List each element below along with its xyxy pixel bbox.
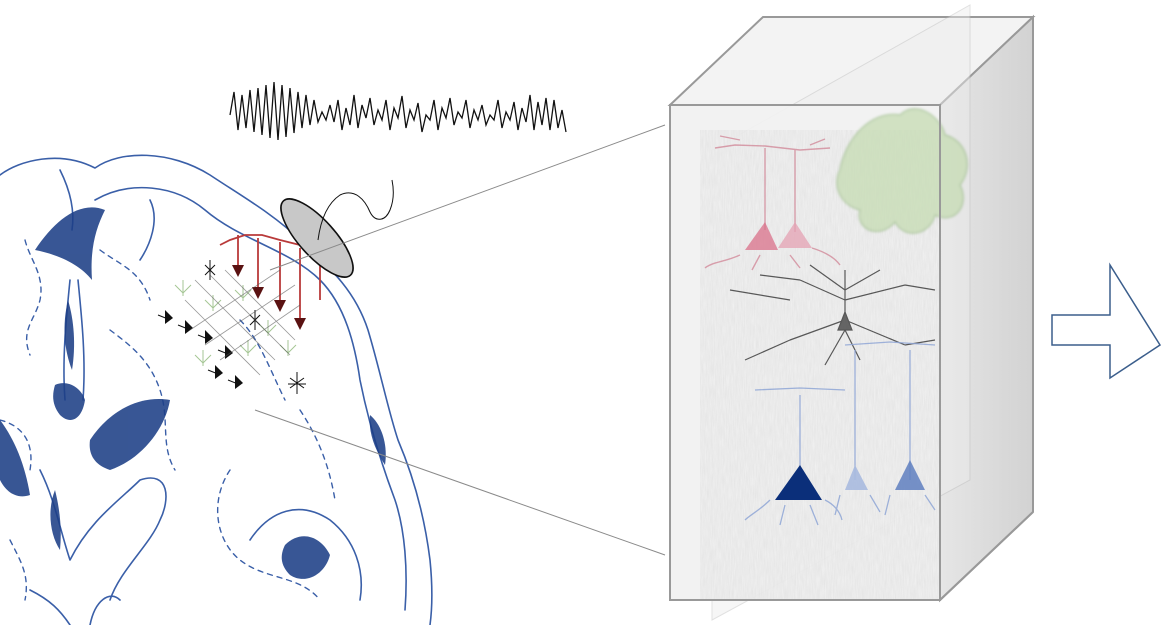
brain-section-icon (0, 154, 433, 625)
pyramidal-neuron-blue (744, 341, 936, 526)
zoom-lines (254, 124, 666, 556)
astrocyte-green (836, 108, 968, 234)
eeg-electrode-icon (280, 179, 394, 278)
cortical-tissue-cube-icon (667, 4, 1036, 621)
pyramidal-neuron-pink (704, 135, 841, 271)
right-arrow-icon (1051, 262, 1162, 380)
neuron-gray-center (729, 264, 936, 366)
ventricle-shapes (0, 207, 386, 579)
eeg-trace (229, 81, 567, 141)
cortical-neuron-cluster (157, 234, 331, 394)
